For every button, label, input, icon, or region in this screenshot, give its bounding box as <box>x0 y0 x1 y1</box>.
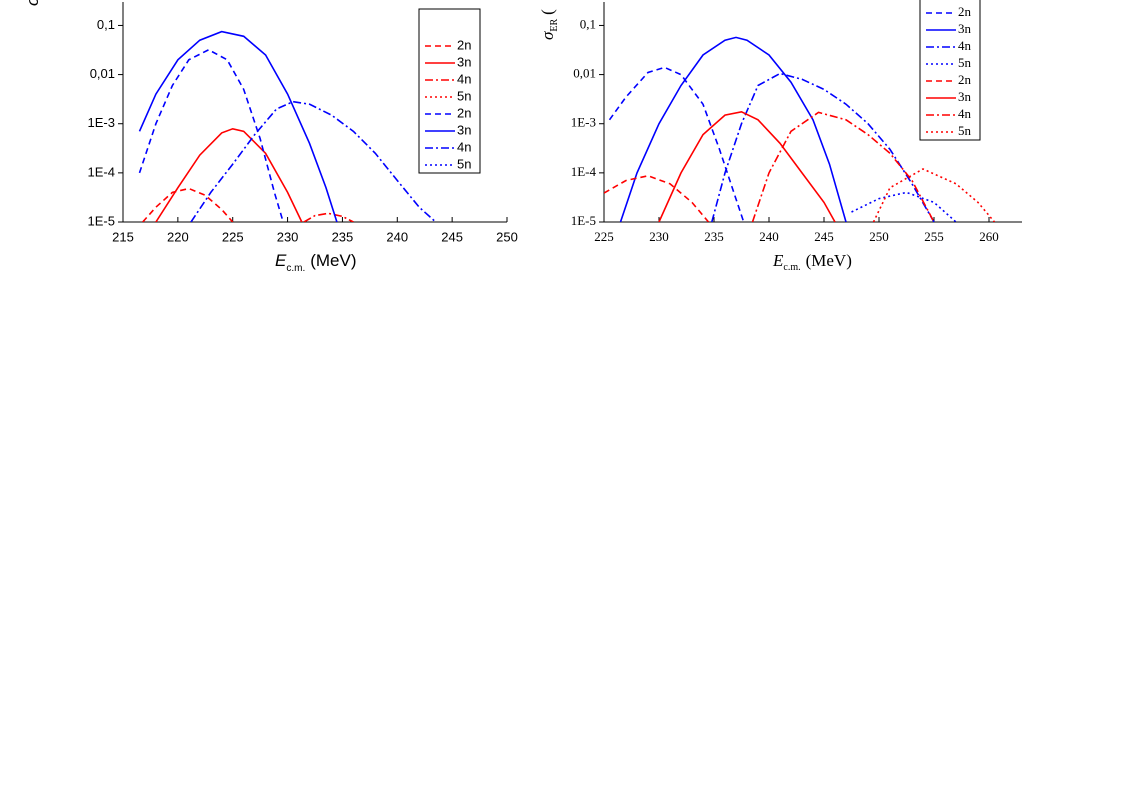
legend-box <box>919 0 981 141</box>
legend-label: 5n <box>457 156 471 171</box>
x-label-unit: (MeV) <box>310 251 356 270</box>
series-line <box>303 212 354 222</box>
legend-label: 3n <box>457 122 471 137</box>
series-line <box>851 191 957 222</box>
series-line <box>872 168 996 222</box>
chart-right: 1E-5 1E-4 1E-3 0,01 0,1 225 230 235 240 245 250 255… <box>538 0 1022 273</box>
x-tick-label: 240 <box>759 229 779 244</box>
x-label-sub: c.m. <box>783 262 800 273</box>
series-line <box>142 187 234 222</box>
legend-label: 4n <box>958 106 972 121</box>
y-label-symbol: σ <box>538 31 557 40</box>
series-line <box>190 100 437 222</box>
x-tick-label: 250 <box>496 229 518 244</box>
x-tick-label: 225 <box>222 229 244 244</box>
series-line <box>138 48 284 222</box>
x-tick-label: 240 <box>386 229 408 244</box>
x-tick-label: 230 <box>649 229 669 244</box>
y-tick-label: 1E-4 <box>571 164 597 179</box>
legend-label: 4n <box>457 71 471 86</box>
legend-label: 3n <box>457 54 471 69</box>
y-tick-label: 1E-3 <box>88 115 115 130</box>
chart-left: 1E-5 1E-4 1E-3 0,01 0,1 215 220 225 230 235 240 245… <box>23 0 517 274</box>
x-label-unit: (MeV) <box>806 251 852 270</box>
series-line <box>155 127 303 222</box>
y-axis-label: σ <box>23 0 42 6</box>
legend-label: 4n <box>958 38 972 53</box>
y-tick-label: 0,1 <box>580 16 596 31</box>
x-tick-label: 235 <box>704 229 724 244</box>
x-tick-label: 250 <box>869 229 889 244</box>
x-axis-label: Ec.m. (MeV) <box>772 251 852 273</box>
x-tick-label: 245 <box>441 229 463 244</box>
legend-label: 3n <box>958 21 972 36</box>
legend-label: 2n <box>958 4 972 19</box>
x-tick-label: 215 <box>112 229 134 244</box>
x-axis-label: Ec.m. (MeV) <box>275 251 357 273</box>
y-tick-label: 0,01 <box>573 66 596 81</box>
x-tick-label: 245 <box>814 229 834 244</box>
legend-box <box>418 8 481 174</box>
y-axis-label: σER ( <box>538 9 560 40</box>
legend-label: 2n <box>457 37 471 52</box>
y-tick-label: 0,1 <box>97 17 115 32</box>
x-label-symbol: E <box>772 251 784 270</box>
x-tick-label: 255 <box>924 229 944 244</box>
x-tick-label: 220 <box>167 229 189 244</box>
series-line <box>619 36 847 222</box>
legend-label: 5n <box>958 55 972 70</box>
x-tick-label: 260 <box>979 229 999 244</box>
y-tick-label: 0,01 <box>90 66 115 81</box>
legend-label: 2n <box>457 105 471 120</box>
series-line <box>608 66 745 222</box>
y-label-sub: ER <box>549 19 560 32</box>
series-line <box>751 111 935 222</box>
y-tick-label: 1E-3 <box>571 115 596 130</box>
x-tick-label: 225 <box>594 229 614 244</box>
series-line <box>658 110 836 222</box>
legend-label: 3n <box>958 89 972 104</box>
series-line <box>138 30 338 222</box>
legend-label: 5n <box>457 88 471 103</box>
series-line <box>604 174 710 222</box>
y-tick-label: 1E-5 <box>571 213 596 228</box>
x-label-symbol: E <box>275 251 287 270</box>
x-label-sub: c.m. <box>286 263 305 274</box>
y-label-symbol: σ <box>23 0 42 6</box>
x-tick-label: 230 <box>277 229 299 244</box>
y-label-rest: ( <box>538 9 557 15</box>
legend-label: 5n <box>958 123 972 138</box>
y-tick-label: 1E-5 <box>88 213 115 228</box>
y-tick-label: 1E-4 <box>88 164 115 179</box>
legend-label: 2n <box>958 72 972 87</box>
x-tick-label: 235 <box>332 229 354 244</box>
legend-label: 4n <box>457 139 471 154</box>
series-line <box>711 72 935 222</box>
